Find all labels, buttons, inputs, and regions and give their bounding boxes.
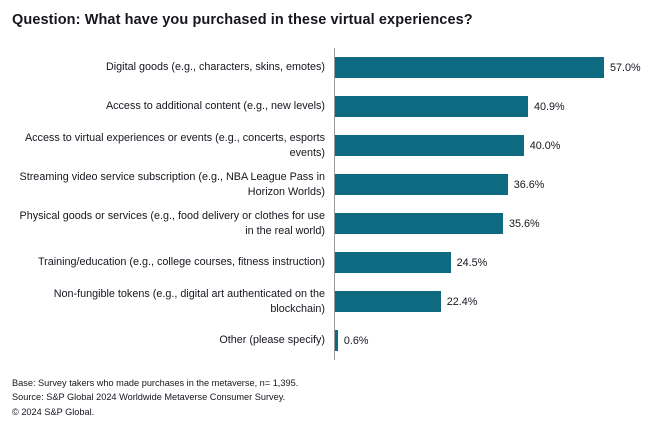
- bar: [335, 57, 605, 78]
- bar-track: 0.6%: [334, 321, 644, 360]
- bar-track: 24.5%: [334, 243, 644, 282]
- bar-track: 35.6%: [334, 204, 644, 243]
- bar-chart: Digital goods (e.g., characters, skins, …: [12, 48, 644, 360]
- chart-row: Access to additional content (e.g., new …: [12, 87, 644, 126]
- bar: [335, 291, 441, 312]
- chart-row: Digital goods (e.g., characters, skins, …: [12, 48, 644, 87]
- footer: Base: Survey takers who made purchases i…: [12, 376, 644, 419]
- bar: [335, 174, 508, 195]
- value-label: 36.6%: [513, 178, 545, 191]
- footer-copyright: © 2024 S&P Global.: [12, 406, 95, 417]
- chart-row: Training/education (e.g., college course…: [12, 243, 644, 282]
- value-label: 57.0%: [610, 61, 641, 74]
- bar: [335, 96, 529, 117]
- value-label: 0.6%: [343, 334, 369, 347]
- chart-row: Access to virtual experiences or events …: [12, 126, 644, 165]
- bar: [335, 330, 338, 351]
- bar-track: 36.6%: [334, 165, 644, 204]
- value-label: 40.9%: [534, 100, 565, 113]
- category-label: Digital goods (e.g., characters, skins, …: [105, 61, 325, 74]
- bar-track: 22.4%: [334, 282, 644, 321]
- chart-title: Question: What have you purchased in the…: [12, 12, 473, 28]
- value-label: 35.6%: [509, 217, 540, 230]
- category-label: Training/education (e.g., college course…: [37, 256, 325, 269]
- bar-track: 57.0%: [334, 48, 644, 87]
- category-label: Access to additional content (e.g., new …: [105, 100, 325, 113]
- chart-row: Other (please specify) 0.6%: [12, 321, 644, 360]
- bar-track: 40.0%: [334, 126, 644, 165]
- chart-row: Streaming video service subscription (e.…: [12, 165, 644, 204]
- category-label: Non-fungible tokens (e.g., digital art a…: [53, 288, 325, 315]
- value-label: 22.4%: [446, 295, 478, 308]
- chart-row: Non-fungible tokens (e.g., digital art a…: [12, 282, 644, 321]
- category-label: Physical goods or services (e.g., food d…: [19, 210, 325, 237]
- category-label: Other (please specify): [219, 334, 325, 347]
- category-label: Access to virtual experiences or events …: [24, 132, 325, 159]
- bar: [335, 135, 524, 156]
- value-label: 40.0%: [529, 139, 561, 152]
- footer-source-note: Source: S&P Global 2024 Worldwide Metave…: [12, 392, 286, 403]
- category-label: Streaming video service subscription (e.…: [19, 171, 325, 198]
- footer-base-note: Base: Survey takers who made purchases i…: [12, 378, 299, 388]
- bar: [335, 252, 451, 273]
- bar: [335, 213, 504, 234]
- bar-track: 40.9%: [334, 87, 644, 126]
- chart-row: Physical goods or services (e.g., food d…: [12, 204, 644, 243]
- value-label: 24.5%: [456, 256, 488, 269]
